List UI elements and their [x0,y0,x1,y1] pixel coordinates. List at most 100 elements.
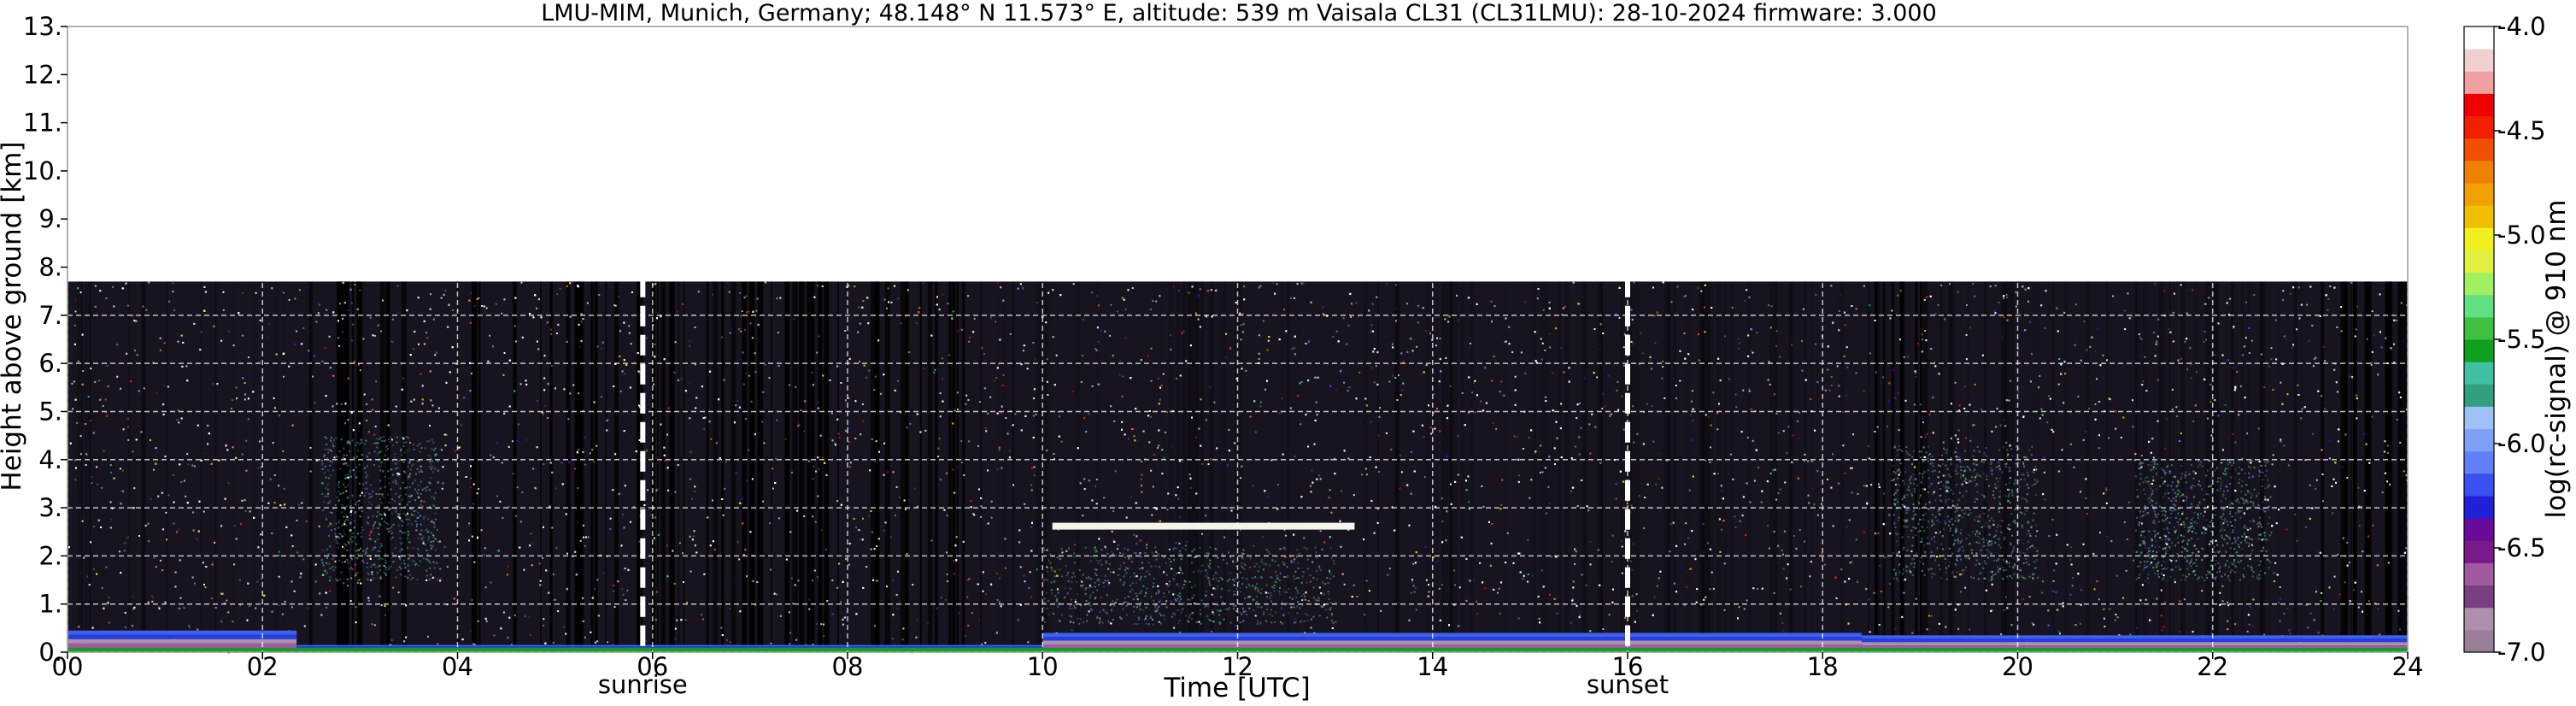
speckle-point [2044,498,2046,501]
speckle-point [1621,540,1622,543]
speckle-point [2103,617,2105,620]
speckle-point [982,571,984,574]
speckle-point [446,566,449,568]
speckle-point [831,580,834,582]
speckle-point [72,408,74,410]
speckle-point [918,311,920,314]
dark-band [1188,281,1191,652]
speckle-point [1775,330,1778,332]
speckle-point [1851,561,1853,563]
speckle-point [683,581,684,583]
speckle-point [1399,454,1401,456]
speckle-point [1548,301,1551,303]
speckle-point [1149,309,1152,310]
speckle-point [1447,321,1450,323]
speckle-point [702,618,704,621]
speckle-point [1636,610,1638,612]
speckle-point [2164,535,2167,538]
speckle-point [1910,571,1912,574]
speckle-point [2362,550,2364,553]
speckle-point [1453,603,1456,606]
speckle-point [2080,603,2082,606]
speckle-point [1258,352,1260,355]
speckle-point [1712,391,1715,394]
speckle-point [815,622,818,625]
speckle-point [405,604,408,607]
speckle-point [1924,436,1927,438]
speckle-point [515,515,518,517]
speckle-point [817,407,819,409]
speckle-point [1091,499,1094,502]
speckle-point [1703,551,1705,553]
speckle-point [691,538,694,541]
speckle-point [1610,413,1612,415]
speckle-point [936,607,938,609]
dark-band [274,281,279,652]
speckle-point [612,644,613,646]
dark-band [575,281,580,652]
speckle-point [674,491,677,493]
speckle-point [2127,538,2128,540]
speckle-point [1155,550,1157,553]
speckle-point [827,379,830,381]
speckle-point [1104,545,1106,548]
speckle-point [1789,588,1792,591]
speckle-point [1630,340,1633,343]
speckle-point [591,449,594,451]
speckle-point [1242,323,1245,326]
speckle-point [2205,338,2208,341]
speckle-point [2377,374,2379,376]
speckle-point [967,399,970,401]
speckle-point [2355,328,2357,331]
speckle-point [2056,307,2058,309]
speckle-point [1252,485,1254,487]
speckle-point [1570,621,1572,624]
dark-band [2385,281,2391,652]
speckle-point [1705,459,1707,462]
speckle-point [197,530,200,532]
speckle-point [954,491,956,494]
speckle-point [2249,558,2251,561]
speckle-point [680,378,683,380]
speckle-point [848,543,851,545]
speckle-point [1959,591,1962,593]
speckle-point [2069,593,2072,596]
speckle-point [2005,293,2008,296]
speckle-point [178,421,180,424]
speckle-point [666,544,668,547]
speckle-point [2096,580,2098,583]
speckle-point [899,411,901,414]
speckle-point [297,503,300,506]
speckle-point [232,506,234,509]
speckle-point [1506,532,1509,534]
dark-band [818,281,823,652]
speckle-point [179,559,181,562]
speckle-point [278,604,280,607]
speckle-point [938,309,941,311]
speckle-point [817,401,819,403]
speckle-point [2046,421,2049,424]
speckle-point [942,293,944,296]
speckle-point [2286,393,2289,396]
speckle-point [566,588,568,591]
speckle-point [1845,526,1848,528]
dark-band [2403,281,2408,652]
speckle-point [1259,624,1262,627]
speckle-point [1364,614,1366,616]
speckle-point [827,379,830,381]
speckle-point [559,287,561,290]
speckle-point [1141,567,1144,569]
speckle-point [426,635,429,638]
speckle-point [1930,615,1933,617]
speckle-point [1168,548,1171,550]
speckle-point [1498,587,1500,590]
speckle-point [867,322,870,325]
speckle-point [2283,612,2286,615]
speckle-point [551,471,554,474]
speckle-point [397,312,400,315]
speckle-point [359,494,361,497]
speckle-point [109,501,112,503]
speckle-point [1178,516,1181,518]
speckle-point [1022,350,1024,352]
speckle-point [1830,385,1833,386]
